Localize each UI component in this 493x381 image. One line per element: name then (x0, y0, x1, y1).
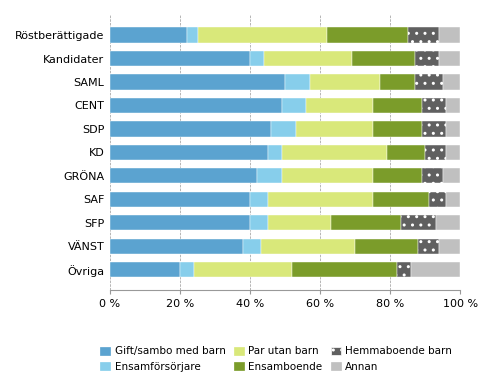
Bar (285, 74, 310, 90)
Bar (447, 121, 460, 136)
Bar (439, 27, 460, 43)
Bar (310, 74, 380, 90)
Bar (306, 98, 373, 113)
Bar (268, 145, 282, 160)
Bar (110, 98, 282, 113)
Bar (373, 121, 422, 136)
Bar (373, 168, 422, 184)
Bar (292, 262, 397, 277)
Bar (429, 192, 447, 207)
Bar (110, 121, 271, 136)
Bar (331, 215, 401, 231)
Bar (243, 239, 261, 254)
Bar (419, 239, 439, 254)
Bar (352, 51, 415, 66)
Bar (425, 145, 447, 160)
Bar (268, 192, 373, 207)
Bar (447, 192, 460, 207)
Bar (198, 27, 327, 43)
Bar (110, 168, 257, 184)
Bar (436, 215, 460, 231)
Bar (408, 27, 439, 43)
Bar (447, 98, 460, 113)
Bar (411, 262, 460, 277)
Bar (261, 239, 355, 254)
Bar (380, 74, 415, 90)
Bar (422, 121, 447, 136)
Bar (110, 74, 285, 90)
Bar (439, 239, 460, 254)
Bar (422, 168, 443, 184)
Bar (355, 239, 419, 254)
Bar (268, 215, 331, 231)
Bar (401, 215, 436, 231)
Bar (110, 215, 250, 231)
Bar (282, 98, 306, 113)
Bar (264, 51, 352, 66)
Bar (415, 74, 443, 90)
Bar (250, 192, 268, 207)
Bar (282, 168, 373, 184)
Bar (327, 27, 408, 43)
Bar (110, 145, 268, 160)
Bar (271, 121, 296, 136)
Legend: Gift/sambo med barn, Ensamförsörjare, Par utan barn, Ensamboende, Hemmaboende ba: Gift/sambo med barn, Ensamförsörjare, Pa… (96, 342, 457, 376)
Bar (415, 51, 439, 66)
Bar (443, 74, 460, 90)
Bar (110, 192, 250, 207)
Bar (397, 262, 411, 277)
Bar (373, 98, 422, 113)
Bar (250, 215, 268, 231)
Bar (187, 27, 198, 43)
Bar (110, 51, 250, 66)
Bar (422, 98, 447, 113)
Bar (250, 51, 264, 66)
Bar (439, 51, 460, 66)
Bar (282, 145, 387, 160)
Bar (296, 121, 373, 136)
Bar (443, 168, 460, 184)
Bar (110, 27, 187, 43)
Bar (257, 168, 282, 184)
Bar (373, 192, 429, 207)
Bar (110, 262, 180, 277)
Bar (447, 145, 460, 160)
Bar (110, 239, 243, 254)
Bar (387, 145, 425, 160)
Bar (194, 262, 292, 277)
Bar (180, 262, 194, 277)
